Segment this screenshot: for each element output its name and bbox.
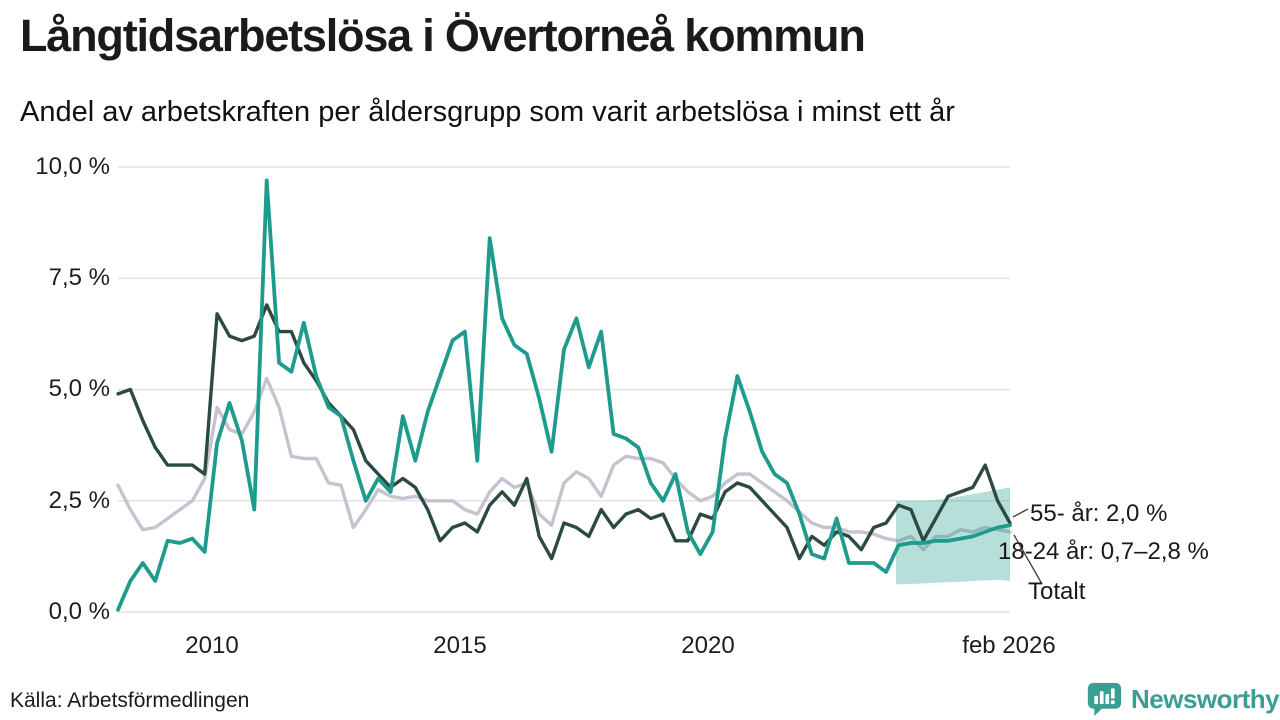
xtick-feb-2026: feb 2026 xyxy=(962,632,1056,659)
xtick-2015: 2015 xyxy=(433,632,487,659)
newsworthy-logo-icon xyxy=(1087,682,1122,717)
chart-subtitle: Andel av arbetskraften per åldersgrupp s… xyxy=(20,96,955,128)
page-title: Långtidsarbetslösa i Övertorneå kommun xyxy=(20,10,866,61)
ytick-2-5: 2,5 % xyxy=(48,487,110,514)
line-totalt xyxy=(116,376,1012,552)
gridlines xyxy=(118,166,1010,613)
forecast-band xyxy=(896,487,1010,585)
ytick-0: 0,0 % xyxy=(48,598,110,625)
newsworthy-brand: Newsworthy xyxy=(1086,681,1280,718)
connector-totalt-label xyxy=(1013,534,1043,585)
ytick-5: 5,0 % xyxy=(48,375,110,402)
newsworthy-brand-text: Newsworthy xyxy=(1131,684,1280,714)
ytick-7-5: 7,5 % xyxy=(48,264,110,291)
xtick-2020: 2020 xyxy=(681,632,735,659)
line-55-plus xyxy=(116,303,1012,561)
line-18-24 xyxy=(116,178,1012,612)
connector-55-label xyxy=(1012,508,1029,518)
annotation-totalt: Totalt xyxy=(1028,578,1086,605)
source-credit: Källa: Arbetsförmedlingen xyxy=(10,689,250,712)
annotation-18-24: 18-24 år: 0,7–2,8 % xyxy=(998,538,1209,565)
ytick-10: 10,0 % xyxy=(35,153,110,180)
annotation-55-plus: 55- år: 2,0 % xyxy=(1030,500,1168,527)
xtick-2010: 2010 xyxy=(185,632,239,659)
